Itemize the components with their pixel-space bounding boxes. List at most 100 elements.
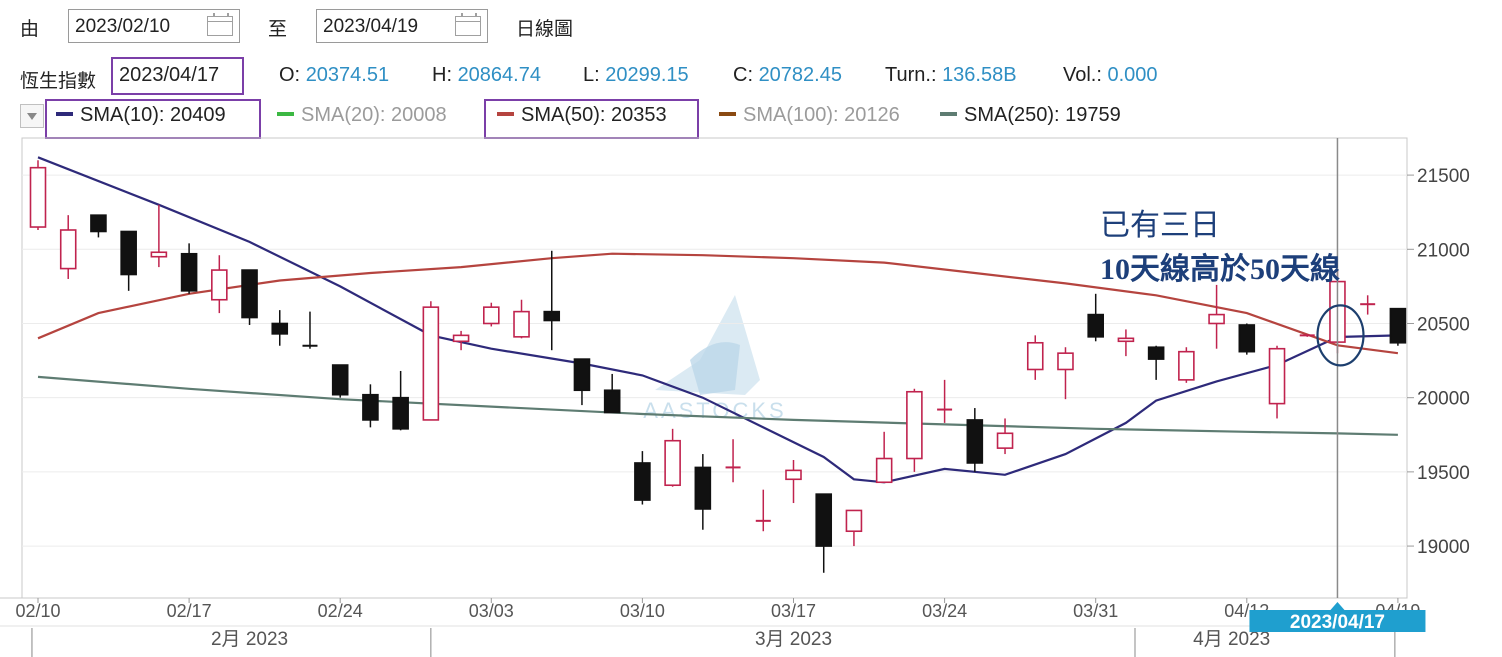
candle [725, 439, 741, 483]
calendar-icon[interactable] [207, 13, 233, 36]
candle-body [875, 457, 893, 484]
candle [513, 299, 530, 339]
turnover-value: 136.58B [942, 64, 1017, 86]
legend-swatch [497, 111, 514, 116]
legend-sma10-label: SMA(10): 20409 [80, 104, 226, 126]
date-highlight-box [111, 57, 244, 95]
candle [573, 358, 591, 406]
to-date-value: 2023/04/19 [323, 16, 419, 37]
candle-body [1057, 352, 1074, 371]
candle-body [180, 252, 198, 292]
x-tick-label: 03/17 [771, 601, 816, 621]
high-value: 20864.74 [457, 64, 541, 86]
candle [1087, 293, 1104, 342]
y-tick-label: 20500 [1417, 314, 1470, 335]
legend-swatch [277, 111, 294, 116]
low-value: 20299.15 [605, 64, 689, 86]
watermark-logo-inner [690, 342, 740, 395]
candle [362, 384, 379, 428]
candle-body [1268, 347, 1286, 405]
to-label: 至 [268, 19, 288, 40]
low-label: L: [583, 64, 600, 86]
candle-body [59, 229, 77, 270]
x-tick-label: 03/31 [1073, 601, 1118, 621]
from-date-input[interactable]: 2023/02/10 [68, 9, 240, 43]
from-label: 由 [20, 19, 40, 40]
candle [59, 215, 77, 279]
legend-sma100[interactable]: SMA(100): 20126 [719, 104, 900, 127]
legend-swatch [719, 111, 736, 116]
candle [1360, 295, 1376, 315]
high-label: H: [432, 64, 452, 86]
sma-line-sma250 [37, 375, 1398, 436]
candle [392, 370, 409, 431]
legend-sma50[interactable]: SMA(50): 20353 [497, 104, 667, 127]
open-label: O: [279, 64, 301, 86]
candle-body [1026, 341, 1044, 371]
crossover-highlight-circle [1316, 304, 1365, 367]
high-readout: H: 20864.74 [432, 64, 541, 87]
candle-body [271, 322, 289, 335]
annotation-line1: 已有三日 [1100, 209, 1220, 242]
annotation-text: 已有三日 10天線高於50天線 [1100, 204, 1340, 292]
y-tick-label: 21000 [1417, 240, 1470, 261]
to-date-input[interactable]: 2023/04/19 [316, 9, 488, 43]
cursor-pointer [1330, 602, 1345, 610]
month-label: 2月 2023 [211, 629, 288, 650]
open-readout: O: 20374.51 [279, 64, 389, 87]
candle [211, 255, 228, 314]
legend-sma100-label: SMA(100): 20126 [743, 104, 900, 126]
candle-body [331, 364, 349, 396]
close-label: C: [733, 64, 753, 86]
legend-sma250[interactable]: SMA(250): 19759 [940, 104, 1121, 127]
candle-body [1087, 313, 1104, 338]
candle [1117, 329, 1135, 357]
candle [1208, 284, 1225, 349]
candle [845, 509, 863, 547]
indicator-dropdown-toggle[interactable] [20, 104, 44, 128]
cursor-date-label-bg [1249, 610, 1426, 632]
turnover-readout: Turn.: 136.58B [885, 64, 1017, 87]
candle-body [966, 419, 984, 464]
candle-body [1389, 307, 1407, 344]
calendar-icon[interactable] [455, 13, 481, 36]
candle-body [29, 166, 47, 228]
candle [694, 454, 712, 530]
y-tick-label: 21500 [1417, 166, 1470, 187]
chart-type-selector[interactable]: 日線圖 [516, 19, 574, 40]
x-tick-label: 03/10 [620, 601, 665, 621]
x-tick-label: 03/24 [922, 601, 967, 621]
plot-frame [0, 137, 1408, 627]
candle-body [996, 432, 1014, 449]
candle-body [90, 214, 107, 233]
candle-body [1147, 346, 1165, 360]
legend-sma250-label: SMA(250): 19759 [964, 104, 1121, 126]
cursor-date-label: 2023/04/17 [1290, 612, 1385, 633]
turnover-label: Turn.: [885, 64, 937, 86]
axes: 19000 19500 20000 20500 21000 21500 02/10 02/17… [15, 166, 1470, 657]
candle [422, 301, 440, 421]
legend-swatch [940, 111, 957, 116]
sma-line-sma10 [37, 156, 1398, 484]
candle [664, 428, 681, 487]
legend-swatch [56, 111, 73, 116]
candle [875, 431, 893, 484]
candle-body [543, 310, 561, 322]
candle-body [573, 358, 591, 392]
legend-sma20-label: SMA(20): 20008 [301, 104, 447, 126]
candle-body [362, 393, 379, 421]
candle [271, 310, 289, 346]
candle [90, 214, 107, 238]
candle-body [785, 469, 802, 481]
annotation-line2: 10天線高於50天線 [1100, 253, 1340, 286]
candle-body [211, 269, 228, 301]
candle [1026, 335, 1044, 380]
volume-label: Vol.: [1063, 64, 1102, 86]
legend-sma10[interactable]: SMA(10): 20409 [56, 104, 226, 127]
legend-sma20[interactable]: SMA(20): 20008 [277, 104, 447, 127]
candle-body [482, 306, 500, 325]
month-label: 4月 2023 [1193, 629, 1270, 650]
candle-body [603, 389, 621, 414]
candle [120, 230, 137, 291]
